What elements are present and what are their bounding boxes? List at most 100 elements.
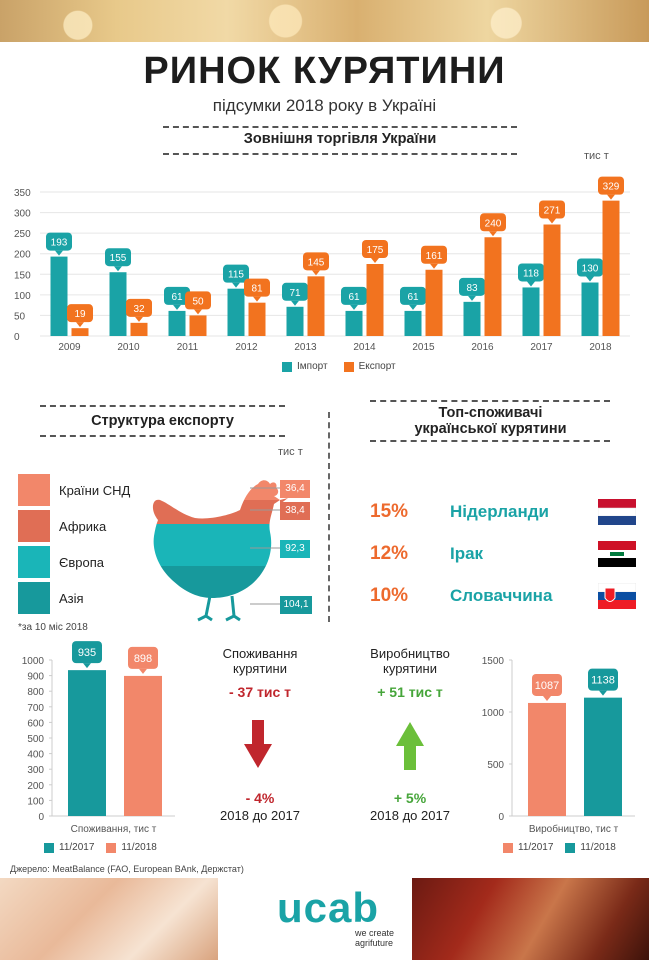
- divider: [40, 435, 285, 437]
- data-label: 83: [459, 277, 485, 301]
- export-bar: [543, 224, 561, 336]
- production-pct: + 5%: [393, 790, 427, 806]
- data-label: 50: [185, 291, 211, 315]
- export-structure-heading: Структура експорту: [91, 413, 234, 429]
- consumption-heading-line2: курятини: [233, 661, 287, 676]
- y-tick-label: 100: [27, 796, 44, 807]
- top-consumers-heading-line2: української курятини: [414, 421, 567, 437]
- data-label-box: [539, 200, 565, 219]
- legend-swatch: [106, 842, 117, 853]
- data-label-text: 118: [523, 268, 539, 279]
- data-label: 1087: [532, 673, 562, 701]
- legend-item-export: Експорт: [343, 361, 396, 372]
- y-tick-label: 400: [27, 750, 44, 761]
- data-label-pointer: [194, 309, 202, 315]
- import-bar: [581, 282, 599, 336]
- data-label-box: [459, 277, 485, 296]
- legend-item-import: Імпорт: [282, 361, 328, 372]
- europe-value-tag: 92,3: [280, 540, 310, 558]
- export-item-asia: Азія: [18, 582, 130, 614]
- export-bar: [71, 328, 89, 336]
- y-tick-label: 200: [27, 781, 44, 792]
- import-bar: [404, 310, 422, 336]
- export-structure-legend: Країни СНД Африка Європа Азія: [18, 474, 130, 614]
- x-tick-label: 2014: [353, 342, 376, 353]
- data-label-pointer: [114, 266, 122, 272]
- legend-item-prev: 11/2017: [503, 842, 553, 853]
- data-label-text: 175: [367, 245, 384, 256]
- consumer-country: Нідерланди: [450, 502, 549, 521]
- chicken-meat-photo: [0, 878, 218, 960]
- logo-tagline: we create agrifuture: [355, 928, 415, 948]
- consumption-delta: - 37 тис т: [228, 684, 291, 700]
- consumption-compare: 2018 до 2017: [220, 808, 300, 823]
- data-label-text: 61: [171, 292, 183, 303]
- chicks-photo-banner: [0, 0, 649, 42]
- export-footnote: *за 10 міс 2018: [18, 622, 88, 633]
- divider: [40, 405, 285, 407]
- data-label-pointer: [76, 322, 84, 328]
- consumer-pct: 10%: [370, 585, 409, 606]
- data-label: 130: [577, 258, 603, 282]
- legend-label: Експорт: [358, 361, 396, 372]
- data-label-pointer: [586, 276, 594, 282]
- data-label-text: 130: [582, 264, 599, 275]
- export-item-label: Європа: [59, 554, 104, 570]
- data-label: 155: [105, 248, 131, 272]
- slovakia-flag-icon: [598, 583, 636, 609]
- data-label-text: 83: [466, 283, 478, 294]
- data-label-pointer: [430, 263, 438, 269]
- data-label-pointer: [139, 668, 147, 674]
- export-item-label: Азія: [59, 590, 84, 606]
- iraq-flag-icon: [598, 541, 636, 567]
- x-tick-label: 2011: [177, 342, 199, 353]
- data-label-box: [164, 286, 190, 305]
- hen-icon: [152, 480, 288, 622]
- data-label-pointer: [312, 270, 320, 276]
- data-label-text: 50: [192, 296, 204, 307]
- legend-item-prev: 11/2017: [44, 842, 94, 853]
- consumer-pct: 15%: [370, 501, 409, 522]
- legend-label: 11/2018: [121, 842, 157, 853]
- divider: [163, 126, 517, 128]
- data-label-text: 81: [251, 284, 263, 295]
- data-label-pointer: [232, 282, 240, 288]
- data-label: 19: [67, 304, 93, 328]
- production-bar-chart: 0 500 1000 1500 1087 1138 Виробництво, тис т: [482, 656, 635, 835]
- export-bar: [307, 276, 325, 336]
- trade-heading: Зовнішня торгівля України: [243, 131, 437, 147]
- import-bar: [286, 306, 304, 336]
- data-label: 271: [539, 200, 565, 224]
- production-heading: Виробництво курятини: [345, 646, 475, 676]
- x-tick-label: 2013: [294, 342, 317, 353]
- hen-value-leaders: [250, 487, 280, 605]
- data-label-pointer: [253, 296, 261, 302]
- consumer-country: Словаччина: [450, 586, 553, 605]
- asia-value-tag: 104,1: [280, 596, 312, 614]
- data-label-pointer: [599, 690, 607, 696]
- data-label: 240: [480, 213, 506, 237]
- data-label-box: [362, 240, 388, 258]
- x-tick-label: 2016: [471, 342, 494, 353]
- legend-label: 11/2018: [580, 842, 616, 853]
- export-bar: [189, 315, 207, 336]
- export-item-europe: Європа: [18, 546, 130, 578]
- y-tick-label: 0: [14, 332, 20, 343]
- y-tick-label: 500: [27, 734, 44, 745]
- tagline-line1: we create: [355, 928, 395, 938]
- data-label-box: [282, 282, 308, 301]
- consumer-country: Ірак: [450, 544, 484, 563]
- data-label-box: [400, 286, 426, 305]
- vertical-divider: [328, 412, 330, 622]
- data-label-box: [72, 641, 102, 664]
- y-tick-label: 350: [14, 188, 31, 199]
- legend-swatch: [565, 842, 576, 853]
- data-label-pointer: [291, 300, 299, 306]
- export-item-cis: Країни СНД: [18, 474, 130, 506]
- y-tick-label: 1000: [482, 708, 505, 719]
- page-subtitle: підсумки 2018 року в Україні: [212, 96, 437, 115]
- data-label-pointer: [135, 316, 143, 322]
- y-tick-label: 1000: [22, 656, 45, 667]
- data-label: 145: [303, 252, 329, 276]
- cis-value-tag: 36,4: [280, 480, 310, 498]
